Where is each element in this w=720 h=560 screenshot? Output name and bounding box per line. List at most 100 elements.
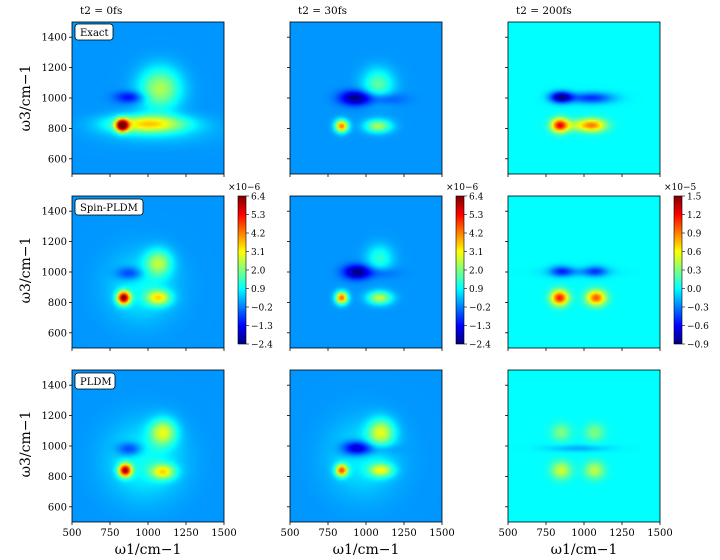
colorbar-tick-label: −0.6 <box>687 322 709 332</box>
y-tick-label: 800 <box>48 472 67 483</box>
x-tick-label: 500 <box>62 528 81 539</box>
y-axis-label-row-2: ω3/cm−1 <box>18 411 34 478</box>
colorbar-tick-label: −1.3 <box>251 322 273 332</box>
colorbar-col-0: ×10−66.4 5.3 4.2 3.1 2.0 0.9 −0.2 −1.3 −2.4 <box>228 183 273 351</box>
heatmap-panel-exact-t2-30 <box>287 21 443 177</box>
x-tick-label: 1000 <box>353 528 378 539</box>
colorbar-tick-label: 0.3 <box>687 267 702 277</box>
colorbar-tick-label: 6.4 <box>469 193 484 203</box>
colorbar-col-1: ×10−66.4 5.3 4.2 3.1 2.0 0.9 −0.2 −1.3 −2.4 <box>446 183 491 351</box>
y-axis-label-row-0: ω3/cm−1 <box>18 65 34 132</box>
heatmap-image <box>508 22 660 174</box>
colorbar-tick-label: 6.4 <box>251 193 266 203</box>
heatmap-image <box>290 370 442 522</box>
method-label-spin-pldm: Spin-PLDM <box>74 198 144 216</box>
colorbar-tick-label: 2.0 <box>469 267 484 277</box>
x-tick-label: 1500 <box>647 528 672 539</box>
y-tick-label: 1200 <box>42 411 67 422</box>
x-tick-label: 1500 <box>429 528 454 539</box>
method-label-exact: Exact <box>74 23 114 41</box>
heatmap-image <box>290 22 442 174</box>
colorbar-gradient <box>455 195 465 345</box>
x-tick-label: 1250 <box>173 528 198 539</box>
x-tick-label: 750 <box>100 528 119 539</box>
colorbar-tick-label: 3.1 <box>251 248 265 258</box>
heatmap-panel-pldm-t2-0: 600 800 1000 1200 1400 500 750 1000 1250 1500 <box>42 369 237 539</box>
colorbar-tick-label: 1.2 <box>687 211 701 221</box>
colorbar-tick-label: 0.6 <box>687 248 702 258</box>
y-tick-label: 1000 <box>42 442 67 453</box>
y-tick-label: 1200 <box>42 63 67 74</box>
y-tick-label: 1400 <box>42 381 67 392</box>
colorbar-tick-label: 0.9 <box>687 230 702 240</box>
colorbar-tick-label: 4.2 <box>469 230 483 240</box>
y-tick-label: 1000 <box>42 268 67 279</box>
y-tick-label: 600 <box>48 154 67 165</box>
x-tick-label: 1000 <box>135 528 160 539</box>
x-tick-label: 1000 <box>571 528 596 539</box>
svg-text:Exact: Exact <box>80 28 109 39</box>
colorbar-tick-label: 1.5 <box>687 193 702 203</box>
x-tick-label: 750 <box>536 528 555 539</box>
heatmap-panel-exact-t2-200 <box>505 21 661 177</box>
colorbar-tick-label: −2.4 <box>251 341 273 351</box>
x-tick-label: 1250 <box>391 528 416 539</box>
x-tick-label: 1500 <box>211 528 236 539</box>
x-axis-label-col-2: ω1/cm−1 <box>551 542 618 558</box>
colorbar-tick-label: −0.2 <box>469 304 491 314</box>
colorbar-gradient <box>673 195 683 345</box>
colorbar-multiplier: ×10−6 <box>228 183 261 193</box>
colorbar-tick-label: 3.1 <box>469 248 483 258</box>
y-tick-label: 1400 <box>42 207 67 218</box>
colorbar-tick-label: 0.9 <box>251 285 266 295</box>
colorbar-tick-label: 2.0 <box>251 267 266 277</box>
y-tick-label: 1400 <box>42 33 67 44</box>
x-axis-label-col-1: ω1/cm−1 <box>333 542 400 558</box>
y-tick-label: 1000 <box>42 94 67 105</box>
colorbar-tick-label: 5.3 <box>469 211 484 221</box>
colorbar-gradient <box>237 195 247 345</box>
heatmap-panel-spin-pldm-t2-0: 600 800 1000 1200 1400 <box>42 195 225 351</box>
heatmap-panel-pldm-t2-200: 500 750 1000 1250 1500 <box>498 369 673 539</box>
y-tick-label: 600 <box>48 328 67 339</box>
column-title-0: t2 = 0fs <box>80 5 122 17</box>
x-axis-label-col-0: ω1/cm−1 <box>115 542 182 558</box>
colorbar-tick-label: 5.3 <box>251 211 266 221</box>
heatmap-panel-pldm-t2-30: 500 750 1000 1250 1500 <box>280 369 455 539</box>
column-title-2: t2 = 200fs <box>516 5 572 17</box>
colorbar-tick-label: −0.3 <box>687 304 709 314</box>
y-axis-label-row-1: ω3/cm−1 <box>18 237 34 304</box>
colorbar-tick-label: −1.3 <box>469 322 491 332</box>
colorbar-multiplier: ×10−5 <box>664 183 697 193</box>
svg-text:Spin-PLDM: Spin-PLDM <box>80 203 138 214</box>
colorbar-tick-label: −0.9 <box>687 341 709 351</box>
heatmap-image <box>72 22 224 174</box>
heatmap-panel-spin-pldm-t2-30 <box>287 195 443 351</box>
colorbar-col-2: ×10−51.5 1.2 0.9 0.6 0.3 0.0 −0.3 −0.6 −0.9 <box>664 183 709 351</box>
y-tick-label: 600 <box>48 502 67 513</box>
x-tick-label: 1250 <box>609 528 634 539</box>
y-tick-label: 1200 <box>42 237 67 248</box>
x-tick-label: 500 <box>280 528 299 539</box>
heatmap-panel-spin-pldm-t2-200 <box>505 195 661 351</box>
heatmap-image <box>72 370 224 522</box>
y-tick-label: 800 <box>48 124 67 135</box>
x-tick-label: 750 <box>318 528 337 539</box>
heatmap-image <box>508 370 660 522</box>
colorbar-tick-label: −0.2 <box>251 304 273 314</box>
heatmap-image <box>290 196 442 348</box>
svg-text:PLDM: PLDM <box>80 377 112 388</box>
colorbar-tick-label: 4.2 <box>251 230 265 240</box>
heatmap-image <box>508 196 660 348</box>
colorbar-tick-label: 0.9 <box>469 285 484 295</box>
y-tick-label: 800 <box>48 298 67 309</box>
method-label-pldm: PLDM <box>74 372 116 390</box>
colorbar-multiplier: ×10−6 <box>446 183 479 193</box>
heatmap-image <box>72 196 224 348</box>
colorbar-tick-label: −2.4 <box>469 341 491 351</box>
colorbar-tick-label: 0.0 <box>687 285 702 295</box>
heatmap-panel-exact-t2-0: 600 800 1000 1200 1400 <box>42 21 225 177</box>
column-title-1: t2 = 30fs <box>298 5 347 17</box>
x-tick-label: 500 <box>498 528 517 539</box>
